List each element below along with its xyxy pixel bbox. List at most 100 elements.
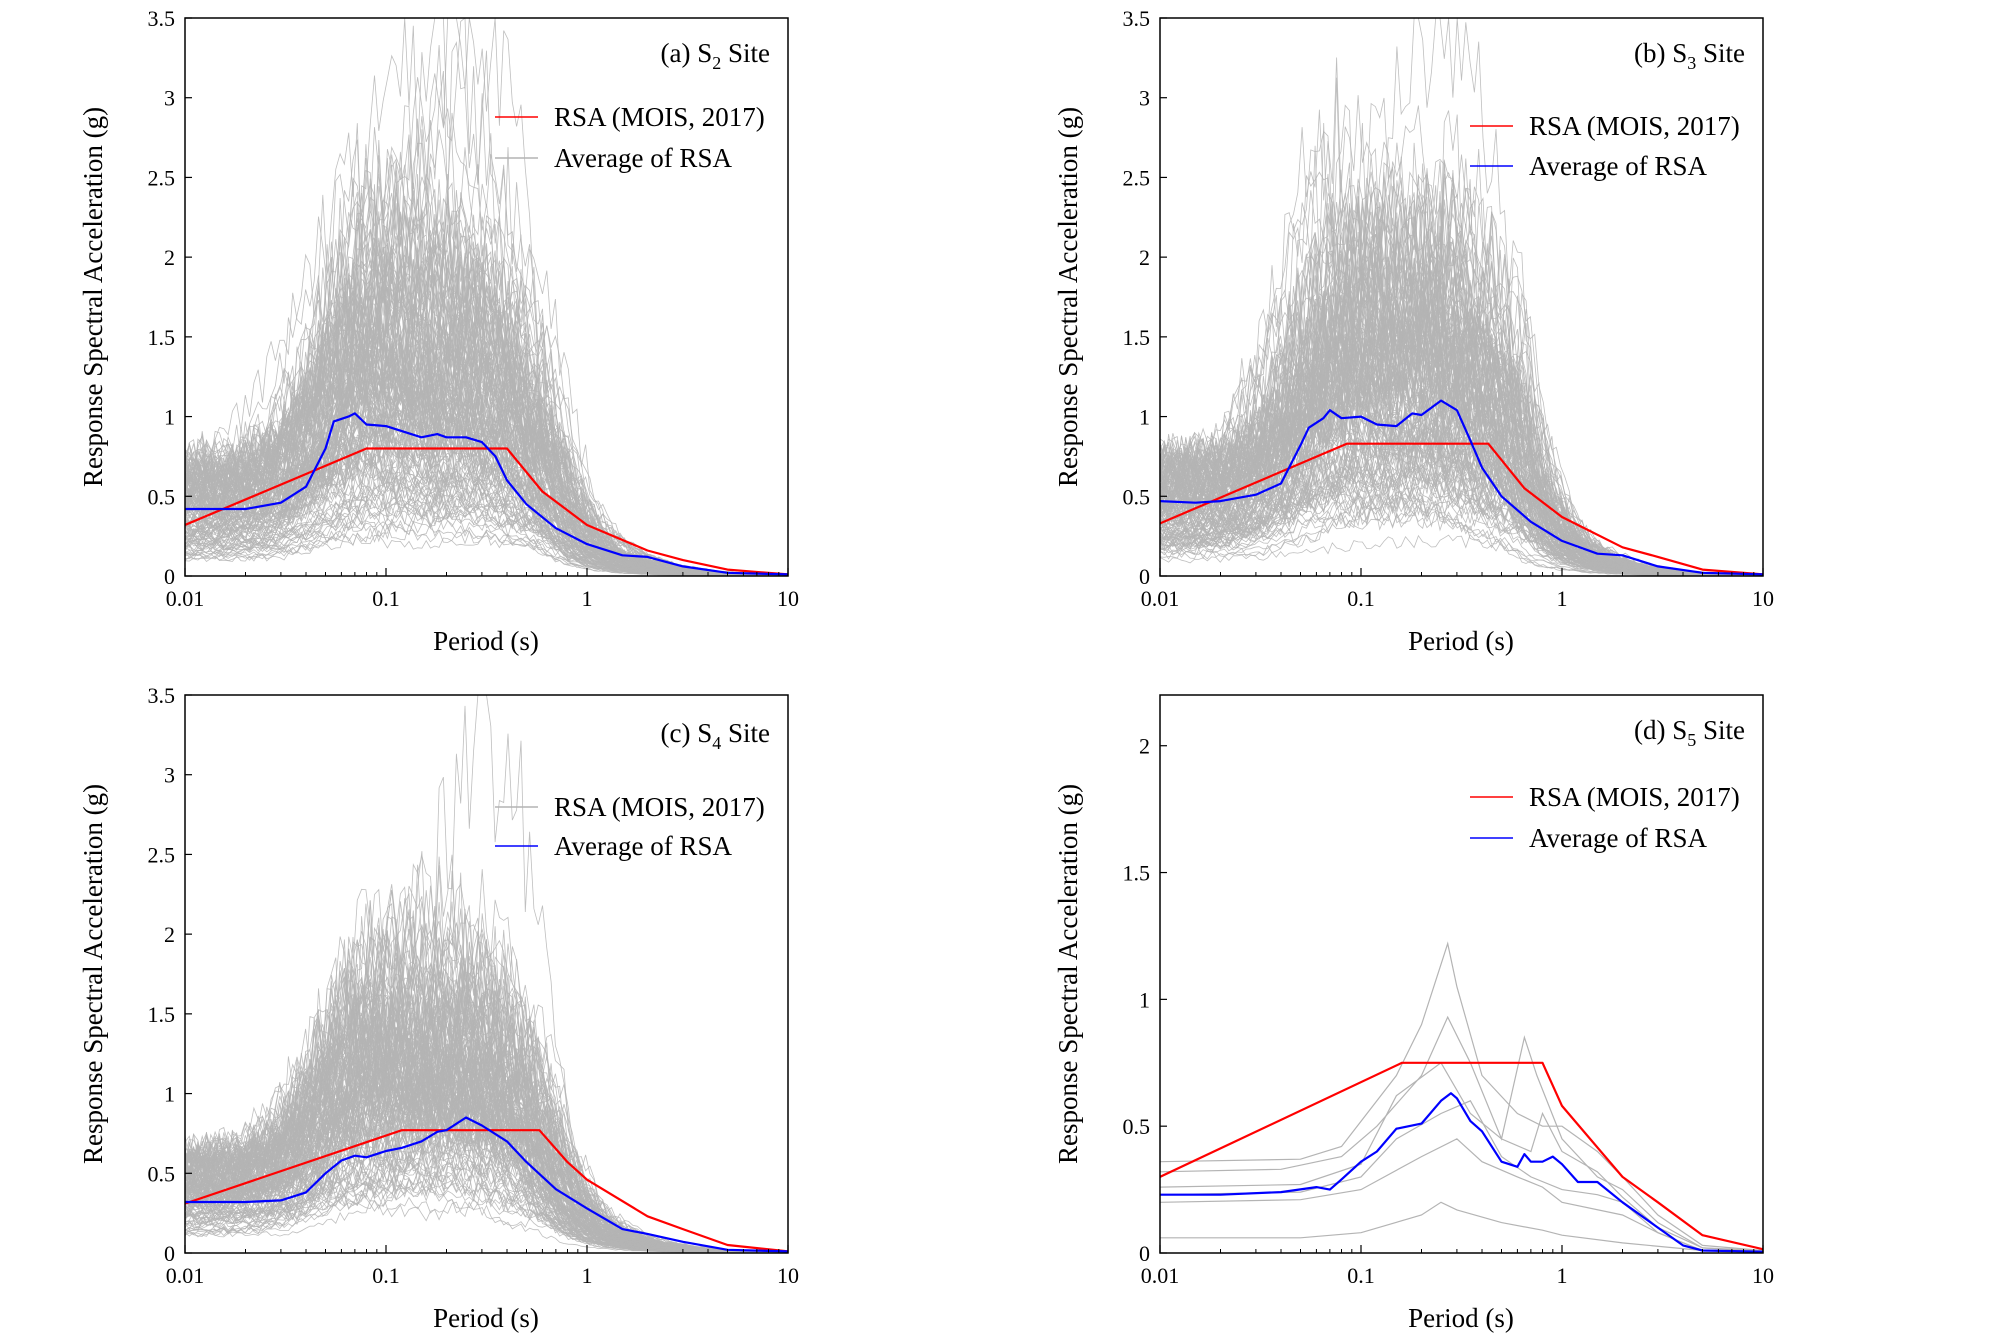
legend: RSA (MOIS, 2017) Average of RSA (495, 792, 765, 861)
y-tick-label: 0.5 (148, 1161, 176, 1186)
series-layer (1160, 1061, 1763, 1253)
x-tick-label: 0.01 (1141, 586, 1180, 611)
legend: RSA (MOIS, 2017) Average of RSA (1470, 111, 1740, 181)
record-spectrum-160 (185, 1171, 788, 1253)
x-axis-label: Period (s) (1408, 1303, 1514, 1333)
record-spectrum-6 (1160, 1201, 1763, 1253)
x-axis-label: Period (s) (433, 626, 539, 656)
record-spectrum-1 (1160, 941, 1763, 1252)
plot-frame (184, 17, 789, 577)
chart-panel-b: 0 0.5 1 1.5 2 2.5 3 3.5 0.01 0.1 1 10 Period (s) Re… (1055, 6, 1775, 656)
average-spectrum-line (185, 1116, 788, 1253)
y-tick-label: 1.5 (148, 325, 176, 350)
record-spectrum-151 (1160, 219, 1763, 576)
y-axis-label: Response Spectral Acceleration (g) (80, 784, 108, 1164)
record-spectrum-153 (1160, 318, 1763, 576)
legend-label-average: Average of RSA (1529, 151, 1707, 181)
record-spectrum-155 (185, 357, 788, 576)
legend-label-average: Average of RSA (554, 831, 732, 861)
y-tick-label: 0 (164, 564, 175, 589)
record-spectrum-152 (185, 926, 788, 1253)
chart-panel-c: 0 0.5 1 1.5 2 2.5 3 3.5 0.01 0.1 1 10 Period (s) Re… (80, 683, 799, 1333)
record-spectrum-156 (185, 1052, 788, 1253)
average-spectrum-line (185, 412, 788, 576)
y-tick-label: 2 (164, 922, 175, 947)
chart-panel-a: 0 0.5 1 1.5 2 2.5 3 3.5 0.01 0.1 1 10 Period (s) Re… (80, 6, 799, 656)
legend-label-rsa: RSA (MOIS, 2017) (554, 792, 765, 822)
y-tick-label: 1.5 (148, 1002, 176, 1027)
legend-label-rsa: RSA (MOIS, 2017) (1529, 111, 1740, 141)
x-tick-label: 0.01 (1141, 1263, 1180, 1288)
y-tick-label: 3.5 (1123, 6, 1151, 31)
plot-frame (184, 694, 789, 1254)
record-spectrum-156 (185, 192, 788, 576)
y-tick-label: 0 (164, 1241, 175, 1266)
series-layer (185, 1116, 788, 1253)
record-spectrum-160 (1160, 404, 1763, 576)
y-tick-label: 2 (1139, 734, 1150, 759)
y-tick-label: 1.5 (1123, 861, 1151, 886)
record-spectrum-159 (1160, 404, 1763, 576)
y-tick-label: 2.5 (148, 165, 176, 190)
x-tick-label: 10 (1752, 1263, 1774, 1288)
records-layer (1160, 941, 1763, 1253)
rsa-design-spectrum-line (1160, 1061, 1763, 1251)
x-tick-label: 1 (582, 586, 593, 611)
plot-frame (1159, 17, 1764, 577)
y-tick-label: 1.5 (1123, 325, 1151, 350)
record-spectrum-157 (185, 955, 788, 1253)
record-spectrum-2 (1160, 1015, 1763, 1252)
y-tick-label: 0 (1139, 1241, 1150, 1266)
legend: RSA (MOIS, 2017) Average of RSA (495, 102, 765, 173)
record-spectrum-143 (1160, 154, 1763, 576)
x-tick-label: 1 (582, 1263, 593, 1288)
x-axis-label: Period (s) (1408, 626, 1514, 656)
record-spectrum-147 (1160, 274, 1763, 576)
y-tick-label: 1 (1139, 987, 1150, 1012)
y-tick-label: 0 (1139, 564, 1150, 589)
y-tick-label: 1 (1139, 405, 1150, 430)
record-spectrum-159 (185, 1058, 788, 1253)
record-spectrum-155 (1160, 193, 1763, 576)
record-spectrum-154 (185, 409, 788, 576)
rsa-design-spectrum-line (185, 447, 788, 576)
record-spectrum-160 (185, 333, 788, 576)
record-spectrum-3 (1160, 1061, 1763, 1253)
record-spectrum-159 (185, 189, 788, 576)
legend-label-average: Average of RSA (554, 143, 732, 173)
record-spectrum-4 (1160, 1100, 1763, 1253)
x-tick-label: 1 (1557, 1263, 1568, 1288)
y-tick-label: 2 (1139, 245, 1150, 270)
x-tick-label: 0.1 (1347, 1263, 1375, 1288)
legend-label-rsa: RSA (MOIS, 2017) (554, 102, 765, 132)
y-tick-label: 0.5 (148, 484, 176, 509)
y-tick-label: 2 (164, 245, 175, 270)
tick-layer: 0 0.5 1 1.5 2 0.01 0.1 1 10 (1123, 734, 1775, 1288)
panel-title: (d) S5 Site (1634, 715, 1745, 750)
record-spectrum-158 (185, 246, 788, 576)
x-tick-label: 0.01 (166, 1263, 205, 1288)
y-tick-label: 0.5 (1123, 484, 1151, 509)
tick-layer: 0 0.5 1 1.5 2 2.5 3 3.5 0.01 0.1 1 10 (1123, 6, 1775, 611)
x-tick-label: 10 (777, 1263, 799, 1288)
record-spectrum-5 (1160, 1138, 1763, 1253)
legend-label-rsa: RSA (MOIS, 2017) (1529, 782, 1740, 812)
x-tick-label: 0.1 (372, 1263, 400, 1288)
y-tick-label: 1 (164, 1082, 175, 1107)
legend: RSA (MOIS, 2017) Average of RSA (1470, 782, 1740, 853)
y-tick-label: 2.5 (148, 842, 176, 867)
rsa-design-spectrum-line (1160, 442, 1763, 576)
series-layer (185, 412, 788, 576)
x-tick-label: 10 (1752, 586, 1774, 611)
average-spectrum-line (1160, 399, 1763, 576)
panel-title: (c) S4 Site (661, 718, 771, 753)
y-tick-label: 3 (164, 763, 175, 788)
y-tick-label: 2.5 (1123, 165, 1151, 190)
x-tick-label: 0.1 (1347, 586, 1375, 611)
record-spectrum-149 (185, 1002, 788, 1253)
y-axis-label: Response Spectral Acceleration (g) (1055, 784, 1083, 1164)
panel-title: (b) S3 Site (1634, 38, 1745, 73)
records-layer (1160, 18, 1763, 576)
chart-panel-d: 0 0.5 1 1.5 2 0.01 0.1 1 10 Period (s) Response … (1055, 694, 1775, 1333)
record-spectrum-146 (185, 356, 788, 576)
